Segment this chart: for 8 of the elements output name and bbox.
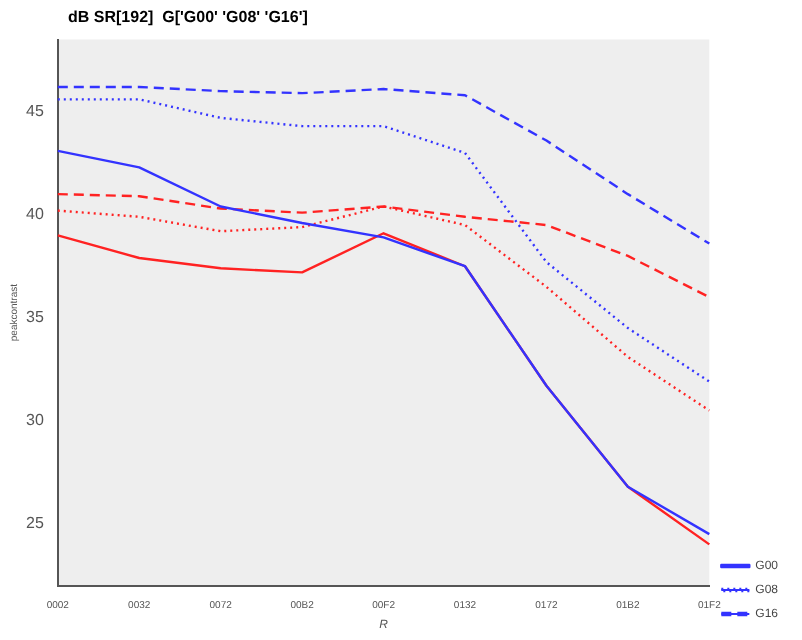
y-tick-label: 40 (25, 205, 45, 224)
line-series (56, 85, 711, 245)
y-tick-label: 35 (25, 308, 45, 327)
chart-title: dB SR[192] G['G00' 'G08' 'G16'] (68, 8, 308, 26)
y-tick-label: 30 (25, 411, 45, 430)
y-tick-label: 25 (25, 514, 45, 533)
y-tick-label: 45 (25, 102, 45, 121)
line-series (56, 98, 711, 383)
